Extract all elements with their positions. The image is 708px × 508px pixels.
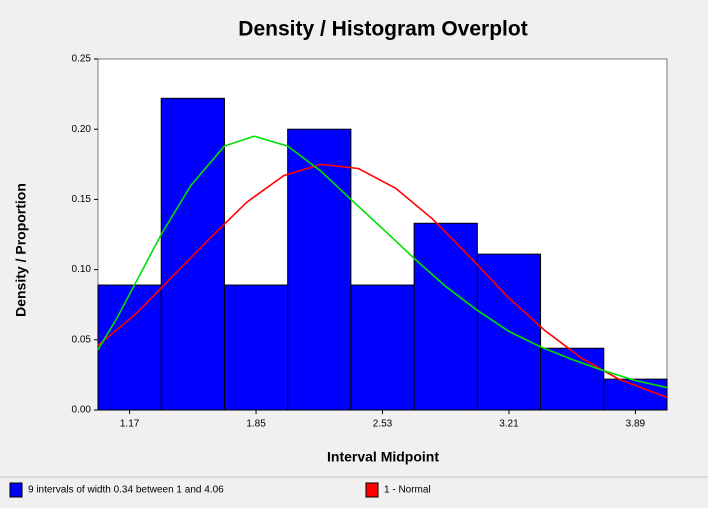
legend-label: 1 - Normal [384,485,431,496]
x-tick-label: 3.21 [499,419,519,430]
bar [603,378,668,411]
x-tick-label: 3.89 [626,419,646,430]
bar [160,97,225,411]
density-curve [97,163,668,399]
y-tick-label: 0.00 [72,405,92,416]
x-tick-label: 1.85 [246,419,266,430]
bar [97,284,162,411]
legend-label: 9 intervals of width 0.34 between 1 and … [28,485,224,496]
x-tick-label: 1.17 [120,419,140,430]
bar [350,284,415,411]
legend-swatch [9,482,23,498]
x-axis-label: Interval Midpoint [327,449,439,465]
y-tick-label: 0.05 [72,334,92,345]
bar [287,128,352,411]
bar [413,222,478,411]
y-tick-label: 0.25 [72,54,92,65]
legend-swatch [365,482,379,498]
chart-title: Density / Histogram Overplot [238,18,527,41]
y-tick-label: 0.15 [72,194,92,205]
bar [476,253,542,411]
y-tick-label: 0.10 [72,264,92,275]
x-tick-label: 2.53 [373,419,393,430]
y-axis-label: Density / Proportion [13,183,29,317]
density-curve [97,135,668,389]
y-tick-label: 0.20 [72,124,92,135]
bar [540,347,605,411]
bar [223,284,289,411]
